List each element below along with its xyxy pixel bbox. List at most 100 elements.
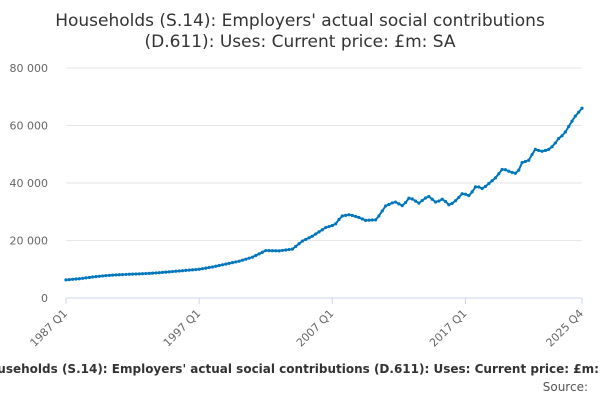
data-point[interactable]	[227, 261, 231, 265]
data-point[interactable]	[154, 271, 158, 275]
data-point[interactable]	[304, 237, 308, 242]
data-point[interactable]	[297, 242, 301, 246]
data-point[interactable]	[87, 275, 91, 280]
data-point[interactable]	[433, 200, 438, 204]
data-point[interactable]	[204, 266, 208, 270]
data-point[interactable]	[210, 265, 215, 269]
data-point[interactable]	[410, 197, 414, 201]
data-point[interactable]	[237, 259, 241, 263]
data-point[interactable]	[260, 250, 265, 254]
data-point[interactable]	[190, 268, 195, 272]
data-point[interactable]	[460, 192, 464, 196]
data-point[interactable]	[557, 136, 561, 141]
data-point[interactable]	[324, 225, 328, 230]
data-point[interactable]	[104, 273, 108, 278]
data-point[interactable]	[294, 244, 298, 249]
data-point[interactable]	[407, 196, 411, 200]
data-point[interactable]	[520, 161, 524, 165]
data-point[interactable]	[130, 272, 135, 276]
data-point[interactable]	[567, 124, 571, 129]
data-point[interactable]	[450, 201, 454, 205]
data-point[interactable]	[497, 172, 501, 176]
data-point[interactable]	[257, 252, 261, 256]
data-point[interactable]	[467, 194, 471, 198]
data-point[interactable]	[344, 213, 348, 217]
data-point[interactable]	[280, 248, 284, 253]
data-point[interactable]	[480, 186, 484, 191]
data-point[interactable]	[443, 199, 448, 204]
data-point[interactable]	[197, 267, 201, 271]
data-point[interactable]	[470, 190, 474, 194]
data-point[interactable]	[367, 218, 371, 222]
data-point[interactable]	[207, 265, 211, 270]
data-point[interactable]	[284, 248, 288, 252]
data-point[interactable]	[393, 200, 398, 204]
data-point[interactable]	[543, 148, 547, 153]
data-point[interactable]	[157, 271, 161, 275]
data-point[interactable]	[230, 261, 235, 265]
data-point[interactable]	[390, 201, 394, 205]
data-point[interactable]	[71, 277, 75, 281]
data-point[interactable]	[150, 271, 155, 275]
data-point[interactable]	[277, 249, 281, 253]
data-point[interactable]	[563, 130, 567, 134]
data-point[interactable]	[250, 255, 255, 259]
data-point[interactable]	[117, 273, 121, 277]
data-point[interactable]	[400, 204, 404, 208]
data-point[interactable]	[77, 277, 81, 281]
data-point[interactable]	[403, 200, 408, 205]
data-point[interactable]	[570, 119, 574, 123]
data-point[interactable]	[274, 249, 278, 253]
data-point[interactable]	[440, 197, 444, 201]
data-point[interactable]	[510, 170, 514, 175]
data-point[interactable]	[533, 147, 537, 151]
data-point[interactable]	[357, 215, 361, 220]
data-point[interactable]	[507, 169, 511, 173]
data-point[interactable]	[457, 195, 461, 199]
data-point[interactable]	[67, 278, 71, 282]
data-point[interactable]	[134, 272, 138, 276]
data-point[interactable]	[337, 217, 341, 222]
data-point[interactable]	[377, 214, 381, 218]
data-point[interactable]	[380, 209, 384, 213]
data-point[interactable]	[84, 276, 88, 280]
data-point[interactable]	[420, 198, 424, 203]
data-point[interactable]	[101, 274, 105, 278]
data-point[interactable]	[483, 184, 488, 189]
data-point[interactable]	[224, 262, 228, 266]
data-point[interactable]	[164, 270, 168, 274]
data-point[interactable]	[310, 234, 314, 238]
data-point[interactable]	[527, 158, 531, 162]
data-point[interactable]	[290, 247, 294, 251]
data-point[interactable]	[530, 152, 534, 157]
data-point[interactable]	[447, 203, 451, 207]
data-point[interactable]	[124, 272, 128, 277]
data-point[interactable]	[194, 267, 198, 272]
data-point[interactable]	[307, 236, 311, 240]
data-point[interactable]	[550, 145, 554, 149]
data-point[interactable]	[547, 147, 551, 151]
data-point[interactable]	[560, 134, 564, 138]
data-point[interactable]	[540, 149, 544, 153]
data-point[interactable]	[523, 159, 528, 164]
data-point[interactable]	[167, 270, 171, 274]
data-point[interactable]	[423, 196, 428, 200]
data-point[interactable]	[97, 274, 101, 278]
data-point[interactable]	[374, 218, 378, 222]
data-point[interactable]	[91, 275, 95, 279]
data-point[interactable]	[217, 263, 221, 268]
data-point[interactable]	[334, 222, 338, 226]
data-point[interactable]	[463, 192, 468, 196]
data-point[interactable]	[437, 199, 441, 203]
data-point[interactable]	[537, 148, 541, 153]
data-point[interactable]	[187, 268, 191, 272]
data-point[interactable]	[234, 260, 238, 264]
data-point[interactable]	[493, 176, 498, 180]
data-point[interactable]	[137, 272, 141, 276]
data-point[interactable]	[114, 273, 118, 277]
data-point[interactable]	[360, 217, 364, 221]
data-point[interactable]	[74, 277, 78, 281]
data-point[interactable]	[140, 272, 145, 276]
data-point[interactable]	[427, 194, 431, 199]
data-point[interactable]	[240, 258, 245, 262]
